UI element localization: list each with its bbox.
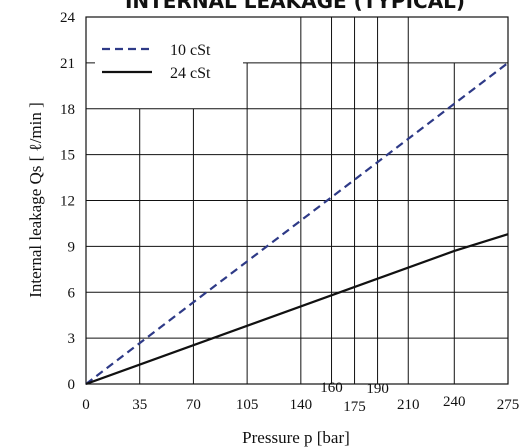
y-tick-label-12: 12 — [60, 194, 75, 210]
legend-background — [95, 38, 243, 86]
y-tick-label-0: 0 — [68, 377, 76, 393]
chart-title: INTERNAL LEAKAGE (TYPICAL) — [125, 0, 465, 13]
x-tick-label-105: 105 — [236, 397, 259, 413]
x-tick-label-0: 0 — [82, 397, 90, 413]
legend-label-10cst: 10 cSt — [170, 42, 211, 59]
series-lines — [85, 61, 509, 386]
legend: 10 cSt 24 cSt — [95, 38, 243, 86]
x-tick-label-190: 190 — [366, 381, 389, 397]
series-line-1 — [85, 233, 509, 386]
legend-label-24cst: 24 cSt — [170, 65, 211, 82]
x-tick-label-275: 275 — [497, 397, 520, 413]
x-tick-label-210: 210 — [397, 397, 420, 413]
grid-lines — [86, 17, 508, 384]
y-tick-labels: 0 3 6 9 12 15 18 21 24 — [60, 10, 76, 393]
y-tick-label-6: 6 — [68, 285, 76, 301]
y-tick-label-24: 24 — [60, 10, 76, 26]
x-tick-label-240: 240 — [443, 394, 466, 410]
x-axis-label: Pressure p [bar] — [242, 428, 350, 447]
y-tick-label-18: 18 — [60, 102, 75, 118]
y-tick-label-3: 3 — [68, 331, 76, 347]
series-line-0 — [85, 61, 509, 385]
x-tick-label-160: 160 — [320, 380, 343, 396]
y-axis-label: Internal leakage Qs [ ℓ/min ] — [26, 102, 45, 298]
y-tick-label-21: 21 — [60, 56, 75, 72]
x-tick-label-70: 70 — [186, 397, 201, 413]
x-tick-label-175: 175 — [343, 399, 366, 415]
y-tick-label-9: 9 — [68, 239, 76, 255]
x-tick-label-140: 140 — [290, 397, 313, 413]
plot-frame — [85, 16, 509, 385]
x-tick-label-35: 35 — [132, 397, 147, 413]
y-tick-label-15: 15 — [60, 148, 75, 164]
